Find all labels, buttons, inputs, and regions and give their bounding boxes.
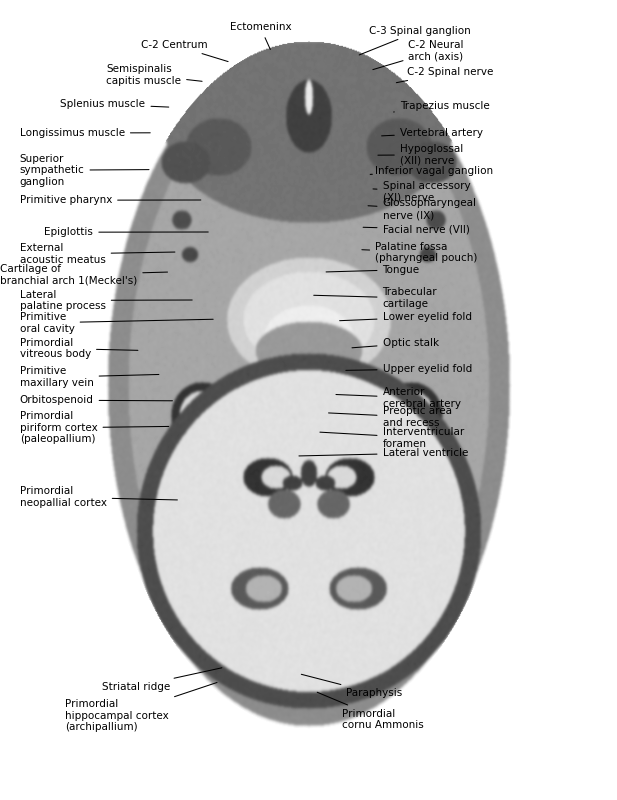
Text: Superior
sympathetic
ganglion: Superior sympathetic ganglion — [20, 154, 149, 186]
Text: Trapezius muscle: Trapezius muscle — [394, 101, 489, 112]
Text: Primordial
neopallial cortex: Primordial neopallial cortex — [20, 486, 177, 508]
Text: Interventricular
foramen: Interventricular foramen — [320, 427, 464, 449]
Text: Glossopharyngeal
nerve (IX): Glossopharyngeal nerve (IX) — [368, 198, 476, 220]
Text: Facial nerve (VII): Facial nerve (VII) — [363, 224, 470, 234]
Text: Cartilage of
branchial arch 1(Meckel's): Cartilage of branchial arch 1(Meckel's) — [0, 264, 168, 286]
Text: Paraphysis: Paraphysis — [301, 674, 402, 698]
Text: C-2 Spinal nerve: C-2 Spinal nerve — [396, 67, 494, 82]
Text: Preoptic area
and recess: Preoptic area and recess — [328, 406, 452, 428]
Text: Upper eyelid fold: Upper eyelid fold — [346, 364, 472, 374]
Text: C-3 Spinal ganglion: C-3 Spinal ganglion — [359, 26, 471, 55]
Text: Trabecular
cartilage: Trabecular cartilage — [313, 287, 437, 309]
Text: Longissimus muscle: Longissimus muscle — [20, 128, 150, 138]
Text: Semispinalis
capitis muscle: Semispinalis capitis muscle — [106, 64, 202, 86]
Text: Splenius muscle: Splenius muscle — [60, 99, 169, 110]
Text: Striatal ridge: Striatal ridge — [102, 668, 222, 691]
Text: Primitive
maxillary vein: Primitive maxillary vein — [20, 366, 159, 388]
Text: Primitive
oral cavity: Primitive oral cavity — [20, 312, 213, 334]
Text: Vertebral artery: Vertebral artery — [381, 128, 483, 138]
Text: Epiglottis: Epiglottis — [44, 227, 209, 238]
Text: Primitive pharynx: Primitive pharynx — [20, 195, 201, 206]
Text: Inferior vagal ganglion: Inferior vagal ganglion — [370, 166, 493, 176]
Text: Lateral ventricle: Lateral ventricle — [299, 448, 468, 458]
Text: Optic stalk: Optic stalk — [352, 338, 439, 349]
Text: Primordial
hippocampal cortex
(archipallium): Primordial hippocampal cortex (archipall… — [65, 682, 217, 733]
Text: Anterior
cerebral artery: Anterior cerebral artery — [336, 387, 460, 409]
Text: C-2 Centrum: C-2 Centrum — [141, 40, 228, 62]
Text: Ectomeninx: Ectomeninx — [230, 22, 291, 50]
Text: Palatine fossa
(pharyngeal pouch): Palatine fossa (pharyngeal pouch) — [362, 242, 478, 263]
Text: Primordial
piriform cortex
(paleopallium): Primordial piriform cortex (paleopallium… — [20, 411, 168, 444]
Text: Orbitospenoid: Orbitospenoid — [20, 395, 172, 405]
Text: Spinal accessory
(XI) nerve: Spinal accessory (XI) nerve — [373, 181, 470, 202]
Text: Tongue: Tongue — [326, 265, 420, 274]
Text: Lateral
palatine process: Lateral palatine process — [20, 290, 193, 311]
Text: External
acoustic meatus: External acoustic meatus — [20, 243, 175, 265]
Text: C-2 Neural
arch (axis): C-2 Neural arch (axis) — [373, 40, 464, 70]
Text: Primordial
vitreous body: Primordial vitreous body — [20, 338, 138, 359]
Text: Hypoglossal
(XII) nerve: Hypoglossal (XII) nerve — [378, 144, 463, 166]
Text: Lower eyelid fold: Lower eyelid fold — [339, 312, 471, 322]
Text: Primordial
cornu Ammonis: Primordial cornu Ammonis — [317, 692, 423, 730]
